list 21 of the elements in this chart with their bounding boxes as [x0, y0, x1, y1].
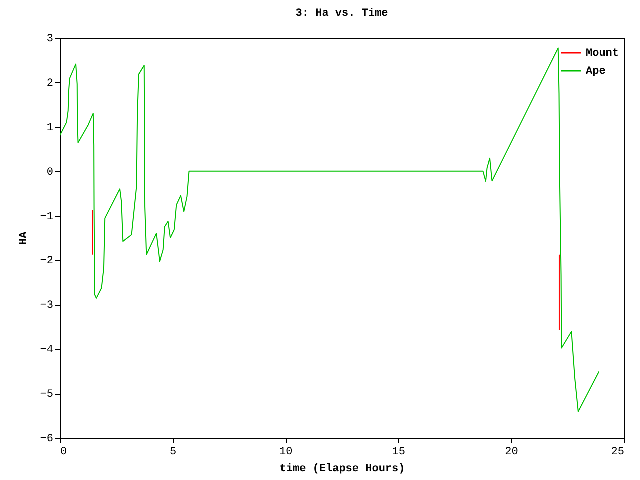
x-tick-label: 15 [392, 446, 406, 458]
x-tick-label: 0 [60, 446, 68, 458]
x-tick-label: 25 [611, 446, 624, 458]
x-axis-title: time (Elapse Hours) [280, 464, 406, 476]
chart-title: 3: Ha vs. Time [296, 8, 389, 20]
y-axis-title: HA [18, 232, 30, 246]
y-tick-label: −5 [40, 389, 54, 402]
x-tick-label: 5 [170, 446, 177, 458]
y-tick-label: 2 [46, 78, 54, 90]
y-tick-label: −1 [40, 211, 54, 224]
y-tick-label: −3 [40, 300, 54, 312]
legend-label: Mount [586, 48, 620, 60]
x-tick-label: 10 [280, 446, 293, 458]
y-tick-label: −6 [40, 434, 54, 446]
x-tick-label: 20 [505, 446, 518, 458]
legend-label: Ape [586, 66, 606, 78]
y-tick-label: 0 [46, 166, 54, 179]
y-tick-label: 1 [46, 122, 54, 134]
y-tick-label: 3 [46, 34, 54, 46]
y-tick-label: −2 [40, 256, 54, 268]
y-tick-label: −4 [40, 344, 54, 357]
